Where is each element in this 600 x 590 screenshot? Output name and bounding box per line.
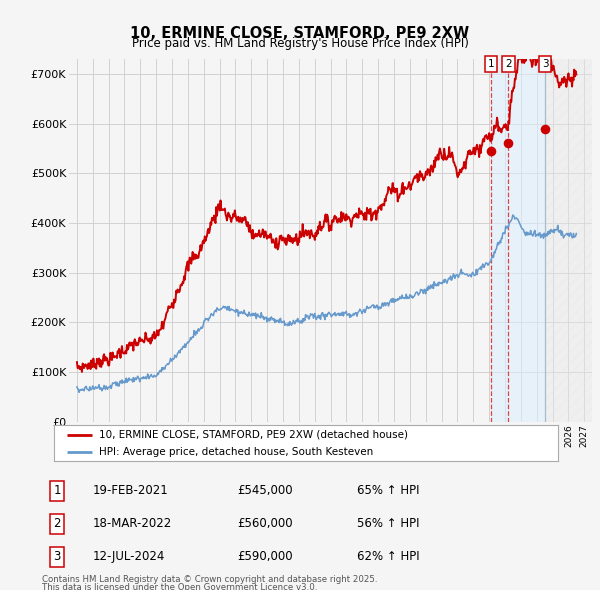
- Text: 1: 1: [53, 484, 61, 497]
- Text: Contains HM Land Registry data © Crown copyright and database right 2025.: Contains HM Land Registry data © Crown c…: [42, 575, 377, 584]
- Bar: [491, 59, 545, 422]
- Text: 18-MAR-2022: 18-MAR-2022: [93, 517, 172, 530]
- Text: £545,000: £545,000: [237, 484, 293, 497]
- Point: [503, 139, 513, 148]
- Text: 62% ↑ HPI: 62% ↑ HPI: [357, 550, 419, 563]
- Text: 19-FEB-2021: 19-FEB-2021: [93, 484, 169, 497]
- Text: This data is licensed under the Open Government Licence v3.0.: This data is licensed under the Open Gov…: [42, 582, 317, 590]
- Text: 1: 1: [488, 59, 494, 69]
- Text: 3: 3: [542, 59, 548, 69]
- Text: HPI: Average price, detached house, South Kesteven: HPI: Average price, detached house, Sout…: [100, 447, 374, 457]
- Bar: [545, 59, 592, 422]
- Text: £590,000: £590,000: [237, 550, 293, 563]
- Point: [486, 146, 496, 156]
- Text: 65% ↑ HPI: 65% ↑ HPI: [357, 484, 419, 497]
- Text: 2: 2: [53, 517, 61, 530]
- Text: 10, ERMINE CLOSE, STAMFORD, PE9 2XW (detached house): 10, ERMINE CLOSE, STAMFORD, PE9 2XW (det…: [100, 430, 409, 440]
- Text: 10, ERMINE CLOSE, STAMFORD, PE9 2XW: 10, ERMINE CLOSE, STAMFORD, PE9 2XW: [130, 25, 470, 41]
- Point: [541, 124, 550, 133]
- Text: 56% ↑ HPI: 56% ↑ HPI: [357, 517, 419, 530]
- Text: £560,000: £560,000: [237, 517, 293, 530]
- Text: 3: 3: [53, 550, 61, 563]
- Text: 2: 2: [505, 59, 512, 69]
- Text: Price paid vs. HM Land Registry's House Price Index (HPI): Price paid vs. HM Land Registry's House …: [131, 37, 469, 50]
- Text: 12-JUL-2024: 12-JUL-2024: [93, 550, 166, 563]
